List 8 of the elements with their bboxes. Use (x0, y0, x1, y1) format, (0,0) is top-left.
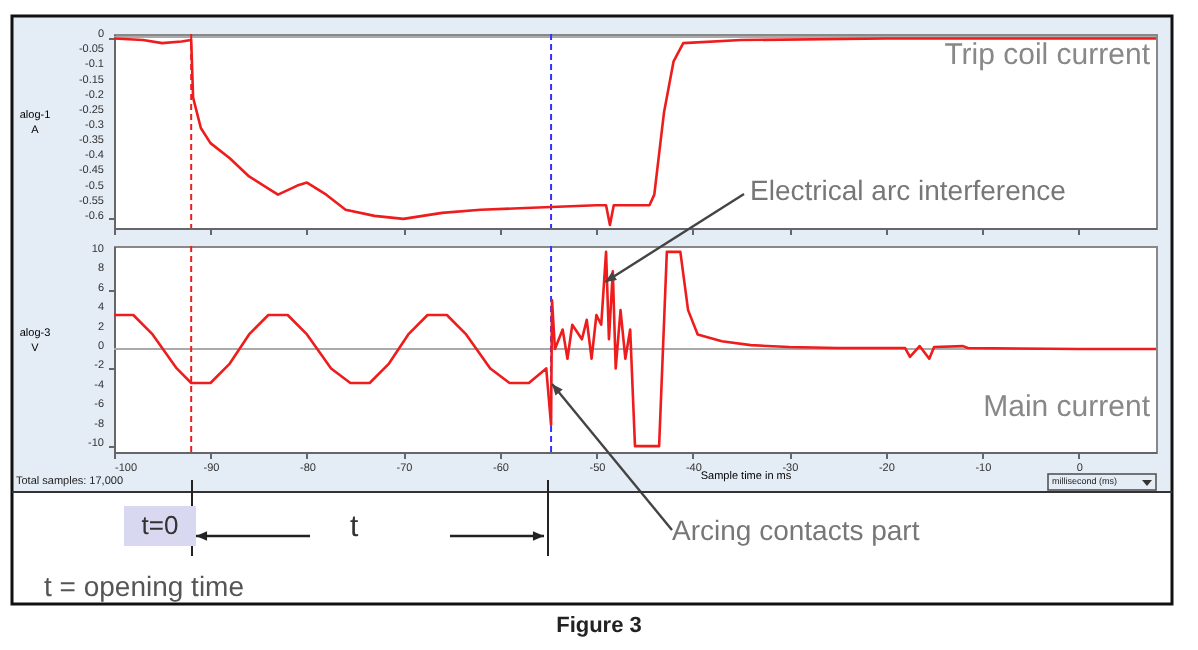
annotation: Arcing contacts part (672, 514, 920, 546)
annotation: Electrical arc interference (750, 174, 1066, 206)
series-label: Trip coil current (944, 38, 1150, 72)
text: t = opening time (44, 570, 245, 602)
series-label: Main current (983, 390, 1150, 424)
text: t (350, 510, 359, 544)
caption: Figure 3 (554, 614, 644, 638)
text: t=0 (124, 506, 196, 546)
